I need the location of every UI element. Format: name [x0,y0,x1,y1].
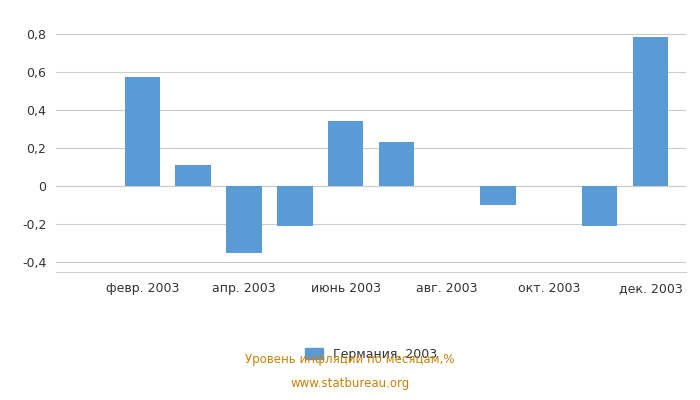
Legend: Германия, 2003: Германия, 2003 [304,348,438,361]
Bar [480,186,516,205]
Bar [226,186,262,253]
Text: www.statbureau.org: www.statbureau.org [290,378,410,390]
Bar [582,186,617,226]
Bar [328,121,363,186]
Text: Уровень инфляции по месяцам,%: Уровень инфляции по месяцам,% [245,354,455,366]
Bar [379,142,414,186]
Bar [125,78,160,186]
Bar [633,37,668,186]
Bar [277,186,313,226]
Bar [176,165,211,186]
